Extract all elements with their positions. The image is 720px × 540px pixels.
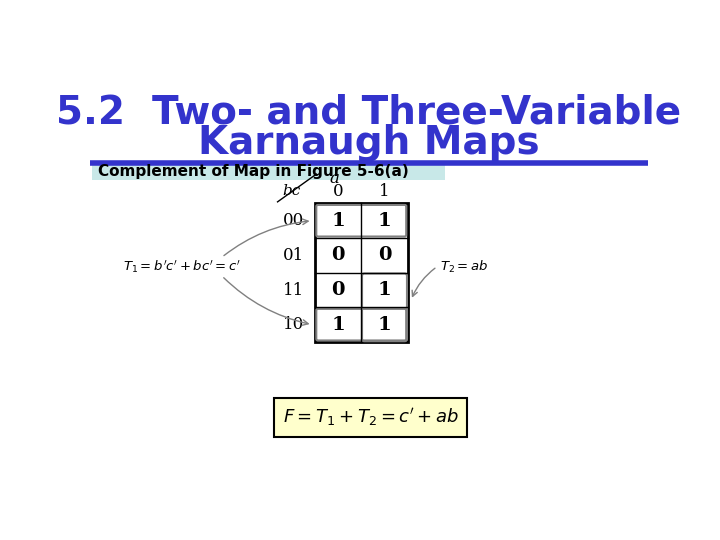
- Text: 0: 0: [331, 246, 345, 265]
- Text: a: a: [329, 170, 339, 187]
- Text: 1: 1: [331, 212, 345, 230]
- Text: 1: 1: [331, 316, 345, 334]
- Text: 00: 00: [283, 212, 304, 229]
- Text: 5.2  Two- and Three-Variable: 5.2 Two- and Three-Variable: [56, 93, 682, 132]
- Text: 1: 1: [379, 183, 390, 200]
- Text: 1: 1: [377, 212, 392, 230]
- Bar: [92, 162, 445, 180]
- Text: 10: 10: [283, 316, 304, 333]
- Text: 0: 0: [333, 183, 343, 200]
- Text: bc: bc: [282, 184, 301, 198]
- Text: $T_2 = ab$: $T_2 = ab$: [441, 259, 489, 275]
- Text: 1: 1: [377, 316, 392, 334]
- Text: $F = T_1 + T_2 = c'+ab$: $F = T_1 + T_2 = c'+ab$: [282, 407, 459, 428]
- Text: 11: 11: [283, 281, 304, 299]
- Text: 1: 1: [377, 281, 392, 299]
- Text: Karnaugh Maps: Karnaugh Maps: [198, 124, 540, 163]
- Text: 01: 01: [283, 247, 304, 264]
- Text: 0: 0: [378, 246, 391, 265]
- FancyBboxPatch shape: [274, 398, 467, 437]
- Text: Complement of Map in Figure 5-6(a): Complement of Map in Figure 5-6(a): [98, 164, 408, 179]
- Text: 0: 0: [331, 281, 345, 299]
- Text: $T_1 = b'c' + bc' = c'$: $T_1 = b'c' + bc' = c'$: [122, 258, 240, 275]
- Bar: [315, 204, 408, 342]
